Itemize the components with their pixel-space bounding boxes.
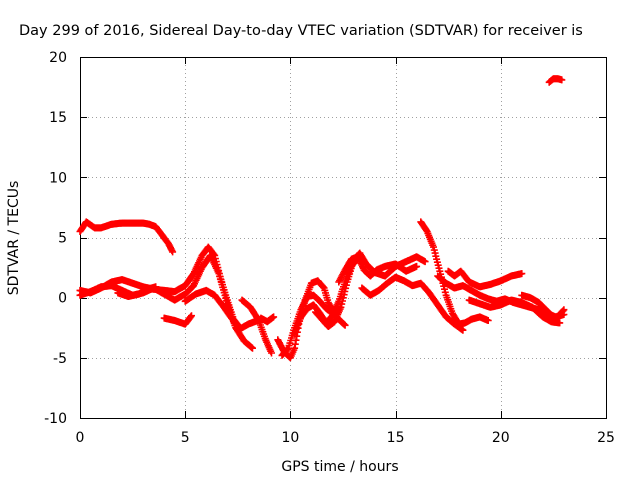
chart-title: Day 299 of 2016, Sidereal Day-to-day VTE…: [19, 23, 583, 39]
x-axis-label: GPS time / hours: [281, 459, 398, 475]
series-track-1: [76, 218, 177, 256]
data-point: [518, 270, 526, 278]
data-point: [188, 312, 195, 320]
data-point: [421, 258, 429, 266]
y-tick-label: -5: [53, 351, 67, 367]
x-tick-label: 15: [387, 430, 405, 446]
series-track-17: [444, 267, 526, 291]
data-point: [459, 326, 467, 334]
y-tick-label: 0: [58, 291, 67, 307]
data-point: [342, 281, 350, 289]
data-point: [558, 76, 566, 84]
data-point: [152, 283, 160, 291]
series-track-14: [335, 253, 421, 286]
plot-frame: [80, 57, 607, 419]
series-track-20: [518, 291, 568, 323]
data-point: [169, 248, 177, 256]
series-track-21: [545, 75, 566, 86]
data-point: [413, 262, 421, 270]
data-point: [341, 288, 349, 295]
data-point: [560, 306, 568, 314]
y-tick-label: 15: [49, 110, 67, 126]
y-tick-label: -10: [44, 411, 67, 427]
series-track-3: [76, 252, 256, 352]
series-track-4: [114, 283, 160, 300]
data-point: [249, 344, 256, 352]
data-point: [341, 321, 349, 329]
y-tick-label: 10: [49, 170, 67, 186]
data-point: [556, 319, 564, 327]
axis-ticks: 0 5 10 15 20 25 -10 -5 0 5 10 15 20: [44, 50, 615, 446]
data-point: [559, 307, 567, 315]
data-point: [268, 349, 275, 357]
x-tick-label: 5: [181, 430, 190, 446]
series-track-15: [358, 273, 467, 334]
series-track-19: [465, 296, 564, 327]
x-tick-label: 20: [492, 430, 510, 446]
data-point: [270, 313, 278, 321]
data-point: [319, 283, 327, 291]
series-track-6: [181, 286, 242, 329]
series-track-5: [160, 312, 195, 328]
grid: [80, 57, 606, 418]
series-track-8: [238, 296, 275, 357]
x-tick-label: 0: [76, 430, 85, 446]
y-tick-label: 20: [49, 50, 67, 66]
y-axis-label: SDTVAR / TECUs: [6, 181, 22, 296]
x-tick-label: 10: [281, 430, 299, 446]
y-tick-label: 5: [58, 231, 67, 247]
data-point: [484, 317, 492, 324]
series-track-16: [417, 218, 492, 328]
x-tick-label: 25: [597, 430, 615, 446]
data-layer: [76, 75, 568, 362]
data-point: [337, 303, 345, 311]
series-track-9: [257, 313, 278, 326]
